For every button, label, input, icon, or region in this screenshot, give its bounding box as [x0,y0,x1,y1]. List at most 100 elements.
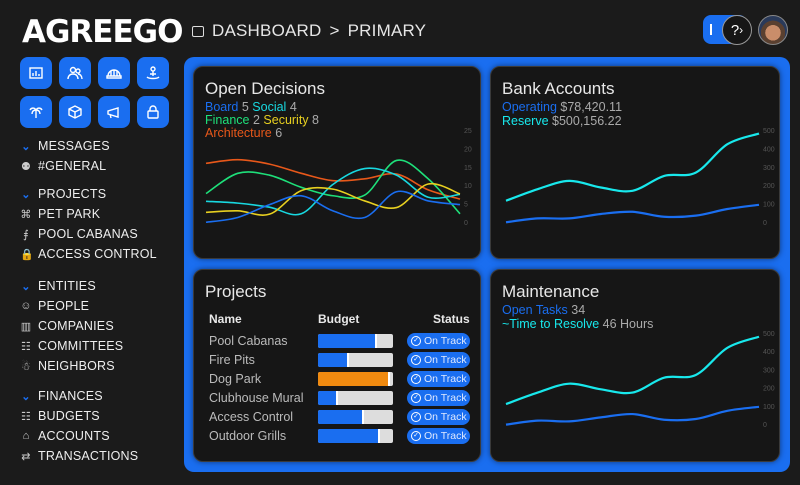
section-projects[interactable]: ⌄ PROJECTS [20,185,106,203]
legend: Operating $78,420.11 [502,100,622,114]
megaphone-icon [107,107,119,119]
status-badge[interactable]: ✓ On Track [407,428,470,444]
y-tick-label: 0 [763,220,767,227]
table-row[interactable]: Dog Park ✓ On Track [194,370,480,389]
quick-action-people-button[interactable] [59,57,91,89]
sidebar-item-budgets[interactable]: ☷ BUDGETS [20,407,100,425]
check-circle-icon: ✓ [411,393,421,403]
status-badge[interactable]: ✓ On Track [407,390,470,406]
y-tick-label: 0 [464,220,468,227]
y-tick-label: 0 [763,422,767,429]
section-messages[interactable]: ⌄ MESSAGES [20,137,110,155]
status-badge[interactable]: ✓ On Track [407,333,470,349]
building-icon: ▥ [20,320,32,333]
series-line-architecture [205,158,461,200]
legend-social: Social [252,100,287,114]
series-line-reserve [505,132,760,202]
project-name[interactable]: Fire Pits [209,353,255,367]
section-entities[interactable]: ⌄ ENTITIES [20,277,96,295]
budget-fill [318,410,364,424]
project-name[interactable]: Clubhouse Mural [209,391,304,405]
y-tick-label: 100 [763,404,775,411]
breadcrumb-dashboard[interactable]: DASHBOARD [212,21,322,40]
palm-tree-icon [29,107,43,118]
status-badge[interactable]: ✓ On Track [407,371,470,387]
legend-operating: Operating [502,100,557,114]
transfer-icon: ⇄ [21,450,31,463]
sidebar-item-pet-park[interactable]: ⌘ PET PARK [20,205,100,223]
sidebar-item-neighbors[interactable]: ☃ NEIGHBORS [20,357,115,375]
project-name[interactable]: Dog Park [209,372,262,386]
section-finances[interactable]: ⌄ FINANCES [20,387,103,405]
quick-action-lock-button[interactable] [137,96,169,128]
section-title: MESSAGES [38,139,110,153]
help-button[interactable]: ? › [722,15,752,45]
sidebar-item-companies[interactable]: ▥ COMPANIES [20,317,114,335]
sidebar-item-people[interactable]: ☺ PEOPLE [20,297,89,315]
legend: Finance 2 Security 8 [205,113,319,127]
y-tick-label: 100 [763,202,775,209]
people-icon [67,66,83,80]
check-circle-icon: ✓ [411,412,421,422]
budget-bar [318,372,393,386]
budget-fill [318,353,349,367]
card-title: Open Decisions [205,79,326,98]
budget-bar [318,334,393,348]
table-row[interactable]: Clubhouse Mural ✓ On Track [194,389,480,408]
sidebar-item-committees[interactable]: ☷ COMMITTEES [20,337,123,355]
card-title: Projects [205,282,267,301]
quick-action-community-button[interactable] [137,57,169,89]
legend-architecture: Architecture [205,126,272,140]
breadcrumb-primary[interactable]: PRIMARY [347,21,427,40]
budget-bar [318,410,393,424]
quick-action-package-button[interactable] [59,96,91,128]
legend-value: 5 [241,100,249,114]
table-row[interactable]: Fire Pits ✓ On Track [194,351,480,370]
project-name[interactable]: Pool Cabanas [209,334,288,348]
table-row[interactable]: Outdoor Grills ✓ On Track [194,427,480,446]
dashboard-icon [192,25,204,37]
sidebar-item-access-control[interactable]: 🔒 ACCESS CONTROL [20,245,157,263]
series-line--time-to-resolve [505,335,760,406]
budget-fill [318,334,377,348]
status-badge[interactable]: ✓ On Track [407,409,470,425]
quick-action-helmet-button[interactable] [98,57,130,89]
project-name[interactable]: Outdoor Grills [209,429,287,443]
check-circle-icon: ✓ [411,355,421,365]
sidebar-item-label: COMPANIES [38,319,114,333]
y-tick-label: 300 [763,367,775,374]
sidebar-item-transactions[interactable]: ⇄ TRANSACTIONS [20,447,138,465]
budget-bar [318,391,393,405]
legend-value: 2 [252,113,260,127]
quick-action-megaphone-button[interactable] [98,96,130,128]
budget-fill [318,391,339,405]
sidebar-item-accounts[interactable]: ⌂ ACCOUNTS [20,427,110,445]
projects-card: Projects Name Budget Status Pool Cabanas… [193,269,481,462]
sidebar-item-label: PET PARK [38,207,101,221]
table-row[interactable]: Access Control ✓ On Track [194,408,480,427]
legend-value: 46 Hours [602,317,654,331]
status-label: On Track [424,430,467,442]
breadcrumb: DASHBOARD > PRIMARY [192,21,426,41]
lock-icon [147,105,159,119]
quick-action-reports-button[interactable] [20,57,52,89]
table-row[interactable]: Pool Cabanas ✓ On Track [194,332,480,351]
avatar[interactable] [758,15,788,45]
sidebar-item--general[interactable]: ⚉ #GENERAL [20,157,106,175]
column-name: Name [209,312,242,326]
y-tick-label: 15 [464,165,472,172]
neighbors-icon: ☃ [20,360,32,373]
open-decisions-chart: 0 5 10 15 20 25 [205,128,472,227]
project-name[interactable]: Access Control [209,410,294,424]
y-tick-label: 400 [763,146,775,153]
quick-action-palm-tree-button[interactable] [20,96,52,128]
sidebar-item-pool-cabanas[interactable]: ⨎ POOL CABANAS [20,225,138,243]
check-circle-icon: ✓ [411,431,421,441]
status-badge[interactable]: ✓ On Track [407,352,470,368]
sidebar-item-label: TRANSACTIONS [38,449,139,463]
y-tick-label: 20 [464,146,472,153]
status-label: On Track [424,392,467,404]
dashboard-panel: Open Decisions Board 5 Social 4 Finance … [184,57,790,472]
legend-reserve: Reserve [502,114,549,128]
y-tick-label: 500 [763,331,775,338]
